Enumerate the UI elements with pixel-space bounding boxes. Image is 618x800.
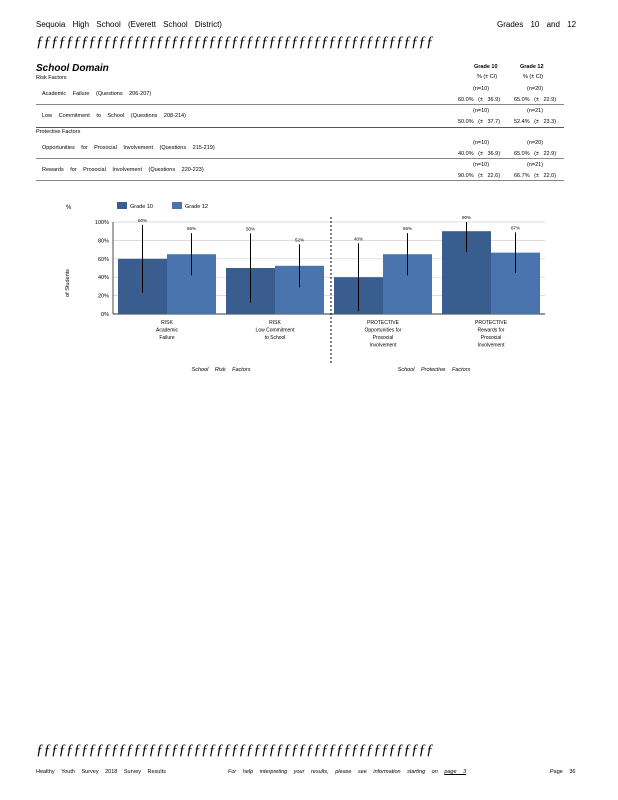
category-label-line: Opportunities for (365, 328, 402, 334)
bar-value-label: 65% (187, 226, 196, 231)
y-axis-label-top: % (66, 205, 72, 211)
risk-factors-label: Risk Factors (36, 75, 67, 81)
y-axis-label: of Students (65, 269, 71, 297)
protective-factors-label: Protective Factors (36, 129, 81, 135)
row3-n2: (n=21) (527, 162, 544, 168)
row3-v1: 90.0% (± 22.6) (458, 173, 501, 179)
bar-value-label: 40% (354, 236, 363, 241)
bar-value-label: 90% (462, 215, 471, 220)
legend-label-grade-10: Grade 10 (130, 204, 153, 210)
group-label-protective: School Protective Factors (398, 367, 471, 373)
category-label-line: Prosocial (373, 335, 394, 341)
category-label-line: PROTECTIVE (475, 320, 508, 326)
category-label-line: Failure (159, 335, 175, 341)
y-tick-label: 60% (98, 257, 109, 263)
category-label-line: RISK (161, 320, 173, 326)
row-divider (36, 158, 564, 159)
y-tick-label: 80% (98, 238, 109, 244)
row1-v2: 52.4% (± 23.3) (514, 119, 557, 125)
footer-help-link[interactable]: page 3 (444, 769, 467, 775)
category-label-line: Involvement (478, 343, 506, 349)
row0-label: Academic Failure (Questions 206-207) (42, 91, 152, 97)
row1-n1: (n=10) (473, 108, 490, 114)
row2-n1: (n=10) (473, 140, 490, 146)
col1-sub: % (± CI) (477, 74, 498, 80)
row0-n2: (n=20) (527, 86, 544, 92)
category-label-line: Academic (156, 328, 178, 334)
legend-swatch-grade-12 (172, 202, 182, 209)
row3-n1: (n=10) (473, 162, 490, 168)
row0-v2: 65.0% (± 22.9) (514, 97, 557, 103)
header-separator: ƒƒƒƒƒƒƒƒƒƒƒƒƒƒƒƒƒƒƒƒƒƒƒƒƒƒƒƒƒƒƒƒƒƒƒƒƒƒƒƒ… (36, 34, 434, 50)
row3-v2: 66.7% (± 22.0) (514, 173, 557, 179)
footer-survey-title: Healthy Youth Survey 2018 Survey Results (36, 769, 166, 775)
y-tick-label: 0% (101, 312, 109, 318)
row3-label: Rewards for Prosocial Involvement (Quest… (42, 167, 204, 173)
bar-value-label: 60% (138, 218, 147, 223)
category-label-line: Prosocial (481, 335, 502, 341)
row1-v1: 50.0% (± 37.7) (458, 119, 501, 125)
y-tick-label: 40% (98, 275, 109, 281)
legend-swatch-grade-10 (117, 202, 127, 209)
row2-v2: 65.0% (± 22.9) (514, 151, 557, 157)
category-label-line: PROTECTIVE (367, 320, 400, 326)
footer-page-number: Page 36 (550, 769, 576, 775)
category-label-line: RISK (269, 320, 281, 326)
chart-bars: 60% 65% 50% 52% 40% 65% 90% 67% (118, 215, 540, 314)
row1-n2: (n=21) (527, 108, 544, 114)
footer-help-text: For help interpreting your results, plea… (228, 769, 466, 775)
col2-sub: % (± CI) (523, 74, 544, 80)
y-tick-label: 20% (98, 294, 109, 300)
bar-value-label: 50% (246, 226, 255, 231)
legend-label-grade-12: Grade 12 (185, 204, 208, 210)
row2-label: Opportunities for Prosocial Involvement … (42, 145, 215, 151)
bar-chart: % of Students Grade 10 Grade 12 0% 20% 40%… (65, 202, 545, 373)
row2-v1: 40.0% (± 36.9) (458, 151, 501, 157)
school-name: Sequoia High School (Everett School Dist… (36, 20, 222, 29)
row0-n1: (n=10) (473, 86, 490, 92)
footer-help-prefix: For help interpreting your results, plea… (228, 769, 438, 775)
category-label-line: Rewards for (478, 328, 505, 334)
bar-value-label: 65% (403, 226, 412, 231)
row-divider (36, 180, 564, 181)
category-label-line: Low Commitment (256, 328, 296, 334)
bar-value-label: 67% (511, 225, 520, 230)
y-axis-ticks: 0% 20% 40% 60% 80% 100% (95, 220, 109, 318)
row2-n2: (n=20) (527, 140, 544, 146)
footer-separator: ƒƒƒƒƒƒƒƒƒƒƒƒƒƒƒƒƒƒƒƒƒƒƒƒƒƒƒƒƒƒƒƒƒƒƒƒƒƒƒƒ… (36, 742, 434, 758)
col1-title: Grade 10 (474, 64, 498, 70)
group-label-risk: School Risk Factors (192, 367, 251, 373)
bar-value-label: 52% (295, 237, 304, 242)
y-tick-label: 100% (95, 220, 109, 226)
domain-title: School Domain (36, 63, 109, 74)
category-label-line: to School (265, 335, 286, 341)
col2-title: Grade 12 (520, 64, 544, 70)
row1-label: Low Commitment to School (Questions 208-… (42, 113, 186, 119)
section-divider (36, 127, 564, 128)
grades-label: Grades 10 and 12 (497, 20, 577, 29)
row-divider (36, 104, 564, 105)
category-label-line: Involvement (370, 343, 398, 349)
row0-v1: 60.0% (± 36.9) (458, 97, 501, 103)
